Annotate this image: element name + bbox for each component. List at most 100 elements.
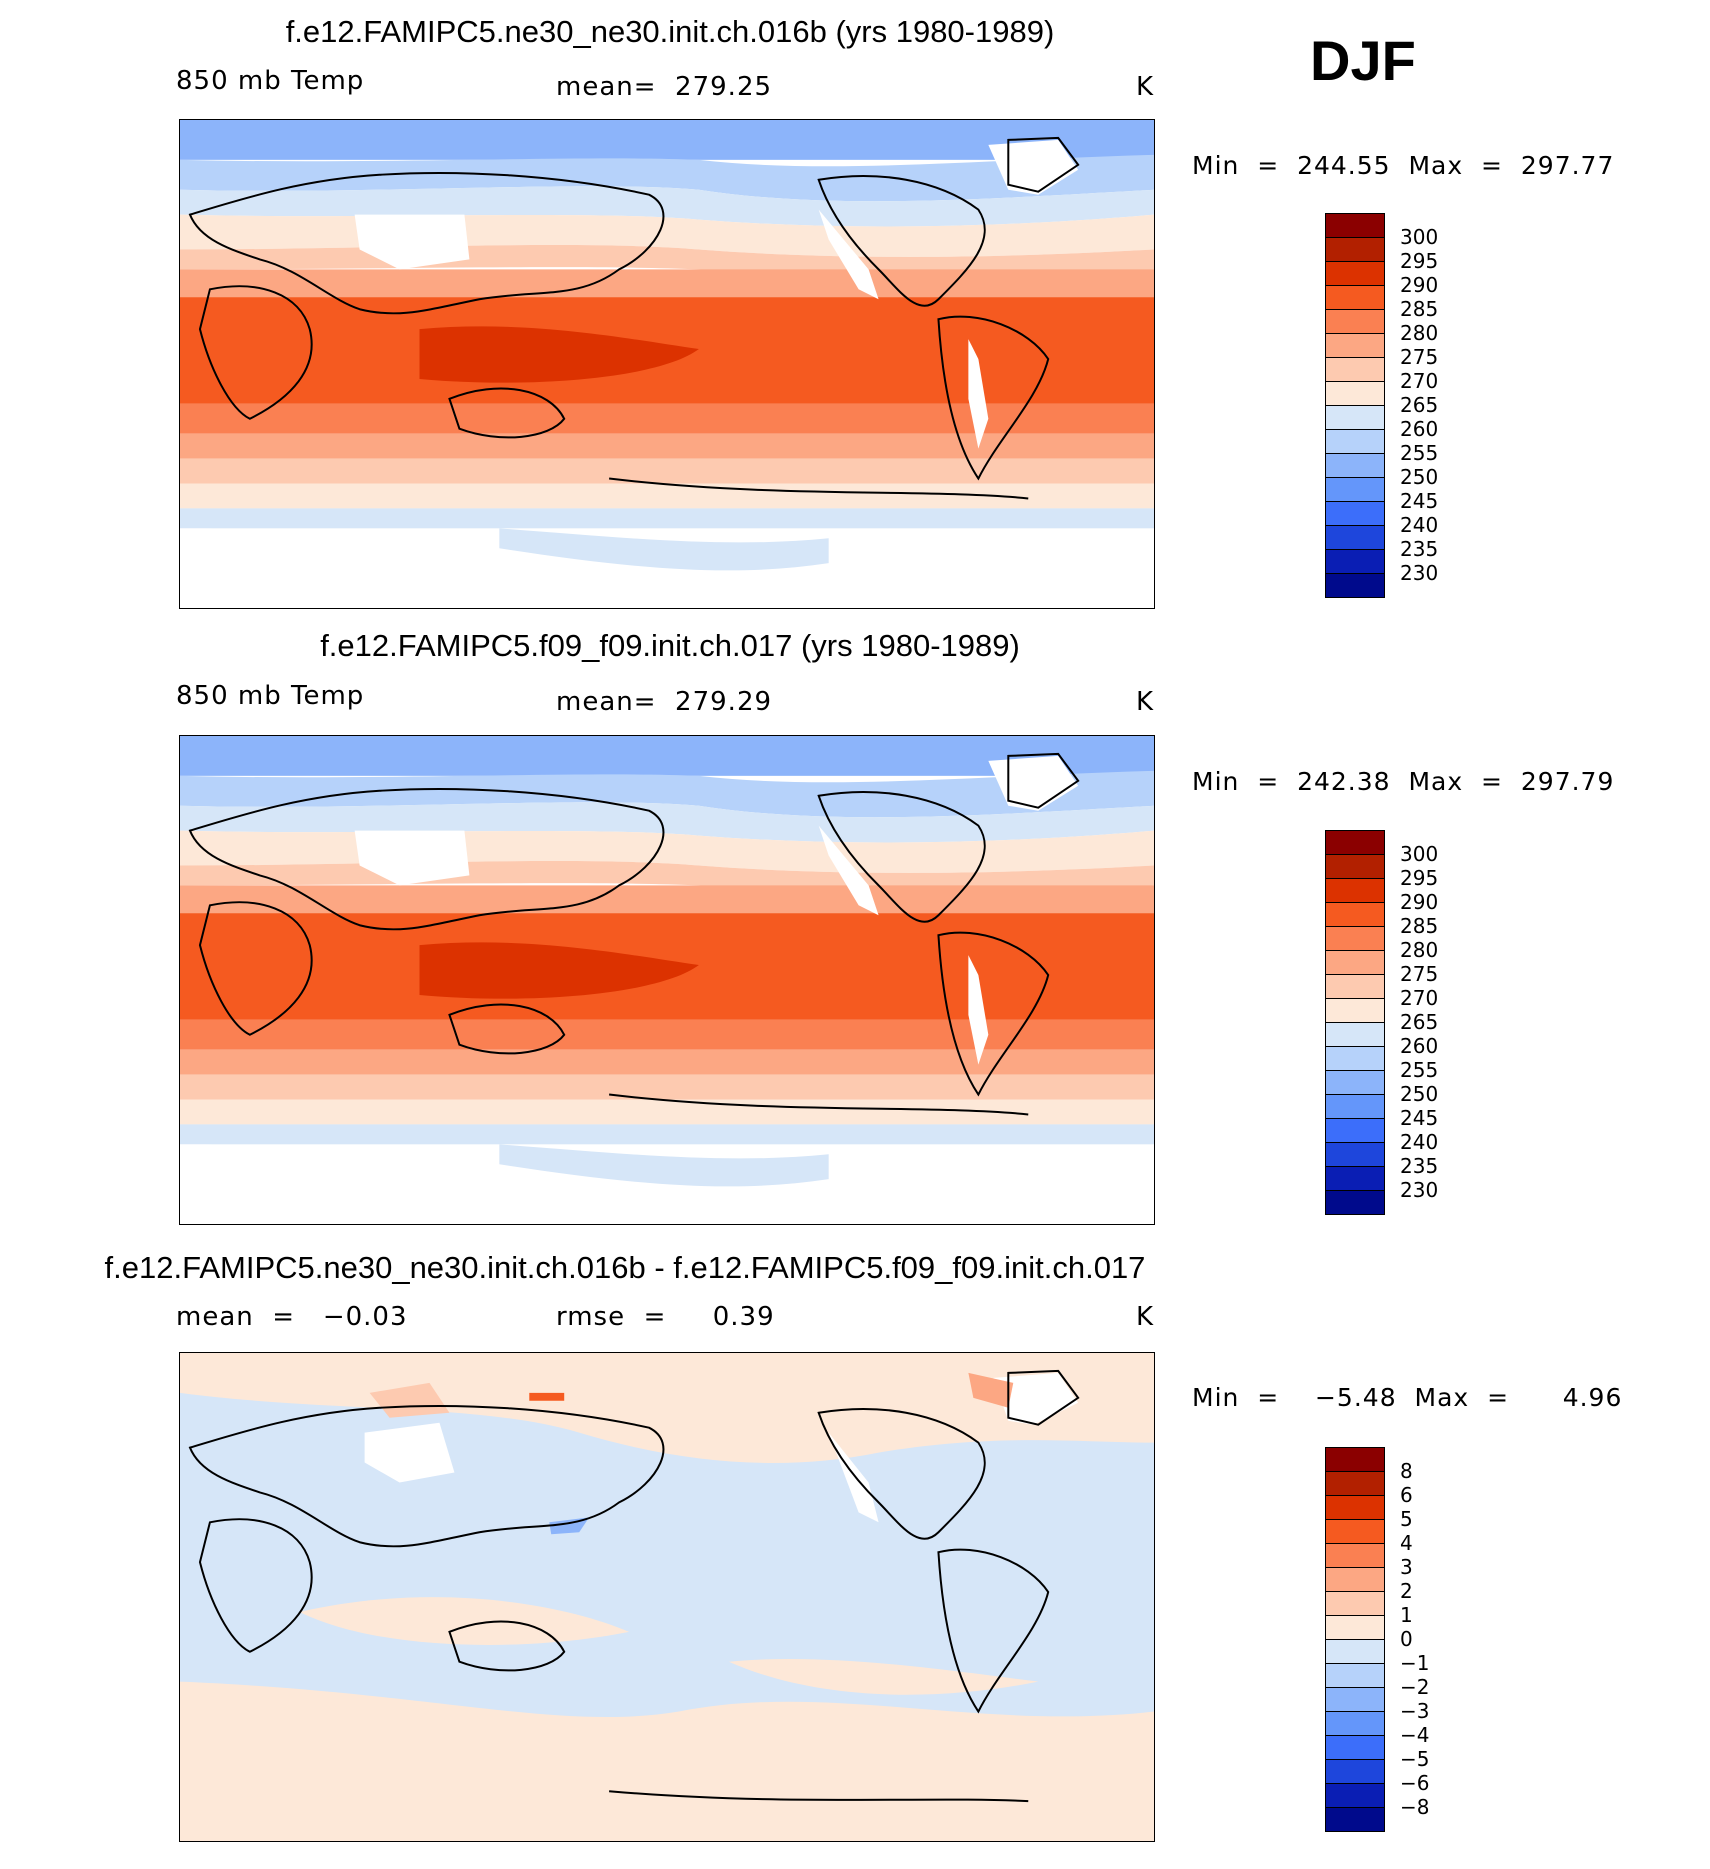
colorbar-swatch (1325, 1447, 1385, 1472)
colorbar-tick-label: 290 (1400, 890, 1439, 914)
colorbar-tick-label: −2 (1400, 1675, 1430, 1699)
variable-label: 850 mb Temp (176, 681, 365, 711)
colorbar-swatch (1325, 310, 1385, 334)
colorbar-swatch (1325, 951, 1385, 975)
colorbar-swatch (1325, 1191, 1385, 1215)
mean-label: mean= 279.29 (556, 687, 773, 717)
colorbar-swatch (1325, 1712, 1385, 1736)
colorbar-swatch (1325, 999, 1385, 1023)
colorbar-swatch (1325, 975, 1385, 999)
colorbar-swatch (1325, 1568, 1385, 1592)
units-label: K (1136, 72, 1155, 102)
colorbar-tick-label: −1 (1400, 1651, 1430, 1675)
minmax-label: Min = 244.55 Max = 297.77 (1192, 151, 1615, 180)
colorbar (1325, 213, 1385, 598)
colorbar-tick-label: 235 (1400, 1154, 1439, 1178)
colorbar-tick-label: 265 (1400, 393, 1439, 417)
colorbar-swatch (1325, 1784, 1385, 1808)
colorbar-tick-label: 6 (1400, 1483, 1413, 1507)
colorbar-swatch (1325, 526, 1385, 550)
colorbar-tick-label: 235 (1400, 537, 1439, 561)
colorbar-tick-label: 255 (1400, 441, 1439, 465)
colorbar-tick-label: 8 (1400, 1459, 1413, 1483)
colorbar-swatch (1325, 1688, 1385, 1712)
colorbar-swatch (1325, 1520, 1385, 1544)
colorbar-tick-label: 295 (1400, 249, 1439, 273)
colorbar-tick-label: 260 (1400, 417, 1439, 441)
colorbar-swatch (1325, 1143, 1385, 1167)
colorbar (1325, 1447, 1385, 1832)
colorbar-swatch (1325, 1119, 1385, 1143)
rmse-label: rmse = 0.39 (556, 1302, 775, 1332)
colorbar-swatch (1325, 1023, 1385, 1047)
colorbar-swatch (1325, 550, 1385, 574)
difference-map (179, 1352, 1155, 1842)
colorbar-swatch (1325, 1736, 1385, 1760)
colorbar-swatch (1325, 1496, 1385, 1520)
colorbar-tick-label: 280 (1400, 938, 1439, 962)
colorbar-tick-label: 245 (1400, 1106, 1439, 1130)
colorbar-tick-label: 5 (1400, 1507, 1413, 1531)
colorbar (1325, 830, 1385, 1215)
colorbar-swatch (1325, 406, 1385, 430)
colorbar-swatch (1325, 1640, 1385, 1664)
colorbar-tick-label: 1 (1400, 1603, 1413, 1627)
colorbar-swatch (1325, 1616, 1385, 1640)
colorbar-tick-label: 265 (1400, 1010, 1439, 1034)
season-label: DJF (1310, 29, 1416, 92)
colorbar-swatch (1325, 1095, 1385, 1119)
colorbar-swatch (1325, 1664, 1385, 1688)
colorbar-swatch (1325, 1808, 1385, 1832)
colorbar-swatch (1325, 478, 1385, 502)
colorbar-tick-label: 240 (1400, 1130, 1439, 1154)
colorbar-swatch (1325, 262, 1385, 286)
colorbar-tick-label: 285 (1400, 914, 1439, 938)
colorbar-tick-label: −3 (1400, 1699, 1430, 1723)
colorbar-tick-label: 0 (1400, 1627, 1413, 1651)
colorbar-tick-label: 270 (1400, 369, 1439, 393)
colorbar-swatch (1325, 430, 1385, 454)
colorbar-swatch (1325, 382, 1385, 406)
temperature-map (179, 735, 1155, 1225)
colorbar-tick-label: 230 (1400, 1178, 1439, 1202)
colorbar-tick-label: −5 (1400, 1747, 1430, 1771)
colorbar-swatch (1325, 927, 1385, 951)
colorbar-tick-label: 250 (1400, 1082, 1439, 1106)
variable-label: 850 mb Temp (176, 66, 365, 96)
colorbar-tick-label: 280 (1400, 321, 1439, 345)
colorbar-swatch (1325, 830, 1385, 855)
colorbar-swatch (1325, 286, 1385, 310)
colorbar-tick-label: 245 (1400, 489, 1439, 513)
colorbar-swatch (1325, 903, 1385, 927)
colorbar-swatch (1325, 334, 1385, 358)
colorbar-tick-label: 4 (1400, 1531, 1413, 1555)
colorbar-tick-label: 300 (1400, 225, 1439, 249)
colorbar-swatch (1325, 1760, 1385, 1784)
colorbar-swatch (1325, 879, 1385, 903)
units-label: K (1136, 687, 1155, 717)
mean-label: mean = −0.03 (176, 1302, 408, 1332)
colorbar-tick-label: −6 (1400, 1771, 1430, 1795)
minmax-label: Min = 242.38 Max = 297.79 (1192, 767, 1615, 796)
colorbar-tick-label: 275 (1400, 345, 1439, 369)
colorbar-swatch (1325, 1592, 1385, 1616)
colorbar-tick-label: 290 (1400, 273, 1439, 297)
colorbar-swatch (1325, 358, 1385, 382)
colorbar-swatch (1325, 1544, 1385, 1568)
colorbar-tick-label: 260 (1400, 1034, 1439, 1058)
units-label: K (1136, 1302, 1155, 1332)
colorbar-swatch (1325, 574, 1385, 598)
colorbar-tick-label: 285 (1400, 297, 1439, 321)
colorbar-tick-label: −8 (1400, 1795, 1430, 1819)
colorbar-tick-label: −4 (1400, 1723, 1430, 1747)
colorbar-swatch (1325, 454, 1385, 478)
colorbar-swatch (1325, 1472, 1385, 1496)
colorbar-tick-label: 3 (1400, 1555, 1413, 1579)
panel-title: f.e12.FAMIPC5.f09_f09.init.ch.017 (yrs 1… (320, 628, 1020, 663)
colorbar-tick-label: 250 (1400, 465, 1439, 489)
colorbar-tick-label: 240 (1400, 513, 1439, 537)
panel-title: f.e12.FAMIPC5.ne30_ne30.init.ch.016b - f… (104, 1250, 1146, 1285)
colorbar-swatch (1325, 213, 1385, 238)
colorbar-swatch (1325, 238, 1385, 262)
colorbar-swatch (1325, 502, 1385, 526)
